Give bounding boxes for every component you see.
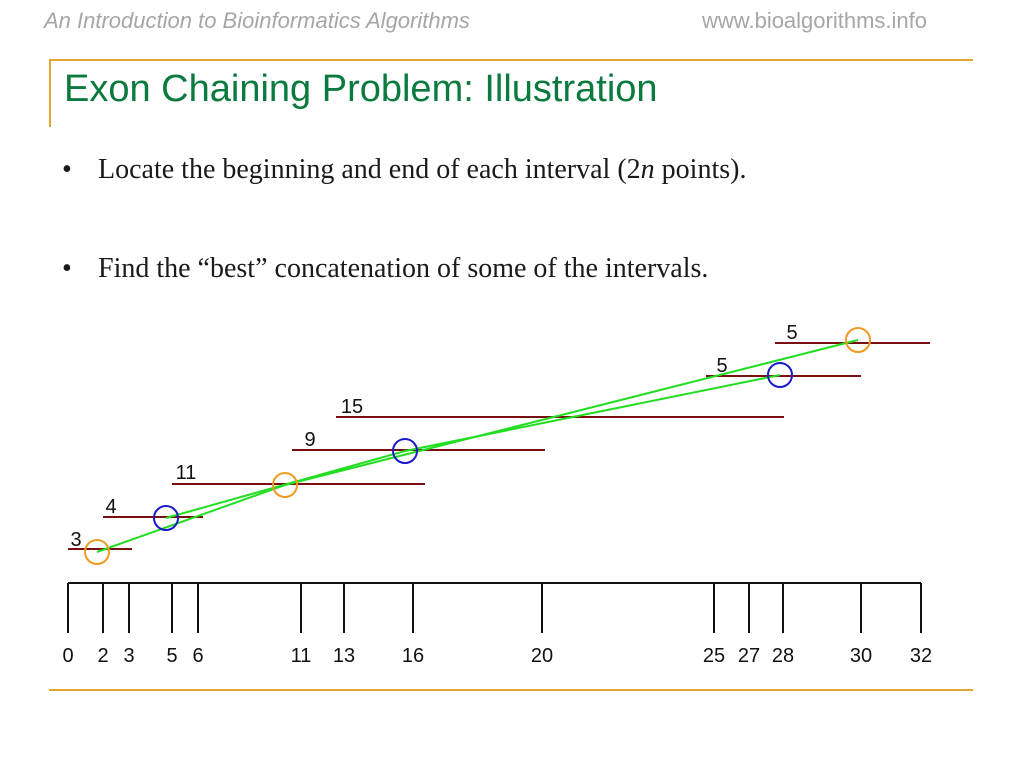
chain-circle-blue: [153, 505, 179, 531]
interval-weight-label: 5: [786, 322, 797, 344]
interval-weight-label: 5: [716, 355, 727, 377]
axis-tick-label: 25: [703, 645, 725, 667]
axis-tick-label: 11: [291, 645, 312, 667]
left-rule: [49, 59, 51, 127]
chain-circle-orange: [84, 539, 110, 565]
chain-circle-blue: [392, 438, 418, 464]
axis-tick-label: 32: [910, 645, 932, 667]
axis-tick-label: 27: [738, 645, 760, 667]
top-rule: [49, 59, 973, 61]
course-title: An Introduction to Bioinformatics Algori…: [44, 8, 470, 33]
axis-tick-label: 3: [123, 645, 134, 667]
bullet-dot: •: [62, 154, 72, 185]
slide-title: Exon Chaining Problem: Illustration: [64, 68, 658, 110]
interval-weight-label: 3: [70, 529, 81, 551]
interval-weight-label: 15: [341, 396, 363, 418]
axis-tick-label: 5: [166, 645, 177, 667]
bullet-2-text: Find the “best” concatenation of some of…: [98, 253, 709, 284]
axis-tick-label: 16: [402, 645, 424, 667]
axis-tick-label: 2: [97, 645, 108, 667]
bullet-dot: •: [62, 253, 72, 284]
axis-tick-label: 13: [333, 645, 355, 667]
chain-circle-orange: [845, 327, 871, 353]
chain-circle-blue: [767, 362, 793, 388]
interval-weight-label: 4: [105, 496, 116, 518]
chain-line-blue: [165, 374, 781, 519]
axis-tick-label: 28: [772, 645, 794, 667]
axis-tick-label: 6: [192, 645, 203, 667]
interval-weight-label: 11: [176, 462, 197, 484]
bottom-rule: [49, 689, 973, 691]
axis-tick-label: 30: [850, 645, 872, 667]
bullet-2: • Find the “best” concatenation of some …: [62, 253, 708, 285]
bullet-1: • Locate the beginning and end of each i…: [62, 154, 746, 186]
bullet-1-text: Locate the beginning and end of each int…: [98, 154, 747, 185]
website-url: www.bioalgorithms.info: [702, 8, 927, 33]
interval-weight-label: 9: [304, 429, 315, 451]
chain-line-orange: [96, 339, 859, 553]
axis-tick-label: 20: [531, 645, 553, 667]
axis-tick-label: 0: [62, 645, 73, 667]
chain-circle-orange: [272, 472, 298, 498]
